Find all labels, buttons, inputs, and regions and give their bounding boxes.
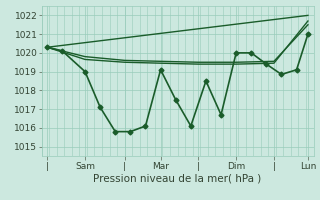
X-axis label: Pression niveau de la mer( hPa ): Pression niveau de la mer( hPa ) [93, 173, 262, 183]
